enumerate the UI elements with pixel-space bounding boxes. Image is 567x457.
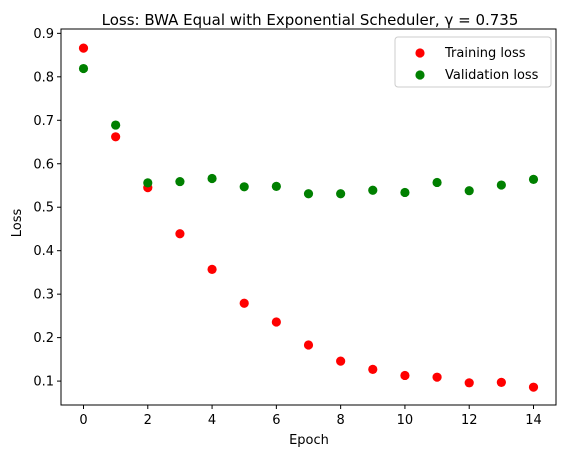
legend-marker xyxy=(415,48,425,58)
x-tick-label: 0 xyxy=(79,413,87,428)
validation-loss-point xyxy=(271,181,281,191)
y-tick-label: 0.2 xyxy=(33,331,54,346)
y-tick-label: 0.3 xyxy=(33,288,54,303)
training-loss-point xyxy=(207,264,217,274)
training-loss-point xyxy=(336,356,346,366)
x-tick-label: 12 xyxy=(461,413,478,428)
validation-loss-point xyxy=(464,186,474,196)
x-tick-label: 14 xyxy=(525,413,542,428)
training-loss-point xyxy=(271,317,281,327)
validation-loss-point xyxy=(207,173,217,184)
y-tick-label: 0.5 xyxy=(33,201,54,216)
y-tick-label: 0.7 xyxy=(33,114,54,129)
x-axis-label: Epoch xyxy=(289,433,329,448)
x-tick-label: 6 xyxy=(272,413,280,428)
x-tick-label: 4 xyxy=(208,413,216,428)
training-loss-point xyxy=(368,364,378,374)
y-tick-label: 0.1 xyxy=(33,375,54,390)
training-loss-point xyxy=(239,298,249,308)
validation-loss-point xyxy=(528,174,539,184)
validation-loss-point xyxy=(239,182,249,192)
y-tick-label: 0.6 xyxy=(33,157,54,172)
x-tick-label: 10 xyxy=(397,413,414,428)
validation-loss-point xyxy=(175,176,185,187)
x-tick-label: 2 xyxy=(144,413,152,428)
training-loss-point xyxy=(111,132,121,142)
training-loss-point xyxy=(464,378,474,388)
training-loss-point xyxy=(175,229,185,239)
validation-loss-point xyxy=(336,189,346,199)
y-tick-label: 0.9 xyxy=(33,27,54,42)
x-tick-label: 8 xyxy=(337,413,345,428)
y-axis-label: Loss xyxy=(10,209,25,238)
validation-loss-point xyxy=(78,63,89,74)
validation-loss-point xyxy=(400,187,410,198)
training-loss-point xyxy=(400,370,410,381)
validation-loss-point xyxy=(496,180,506,190)
plot-frame xyxy=(60,28,557,406)
training-loss-point xyxy=(78,43,89,53)
validation-loss-point xyxy=(143,178,153,188)
validation-loss-point xyxy=(432,177,442,188)
validation-loss-point xyxy=(368,185,378,195)
legend-box xyxy=(394,36,552,88)
training-loss-point xyxy=(496,377,506,387)
legend-entry-label: Training loss xyxy=(444,46,526,61)
legend-entry-label: Validation loss xyxy=(445,68,539,83)
chart-title: Loss: BWA Equal with Exponential Schedul… xyxy=(102,11,519,29)
y-tick-label: 0.4 xyxy=(33,244,54,259)
y-tick-label: 0.8 xyxy=(33,70,54,85)
validation-loss-point xyxy=(111,120,121,130)
training-loss-point xyxy=(528,382,539,392)
validation-loss-point xyxy=(303,189,314,199)
plot-area: 0 2 4 6 8 10 12 14 0.1 0.2 0.3 0.4 0.5 0.6 0.7 0.8 0.9 xyxy=(33,27,557,428)
legend: Training loss Validation loss xyxy=(394,36,552,88)
training-loss-point xyxy=(303,340,314,350)
training-loss-point xyxy=(432,372,442,382)
legend-marker xyxy=(415,70,425,80)
